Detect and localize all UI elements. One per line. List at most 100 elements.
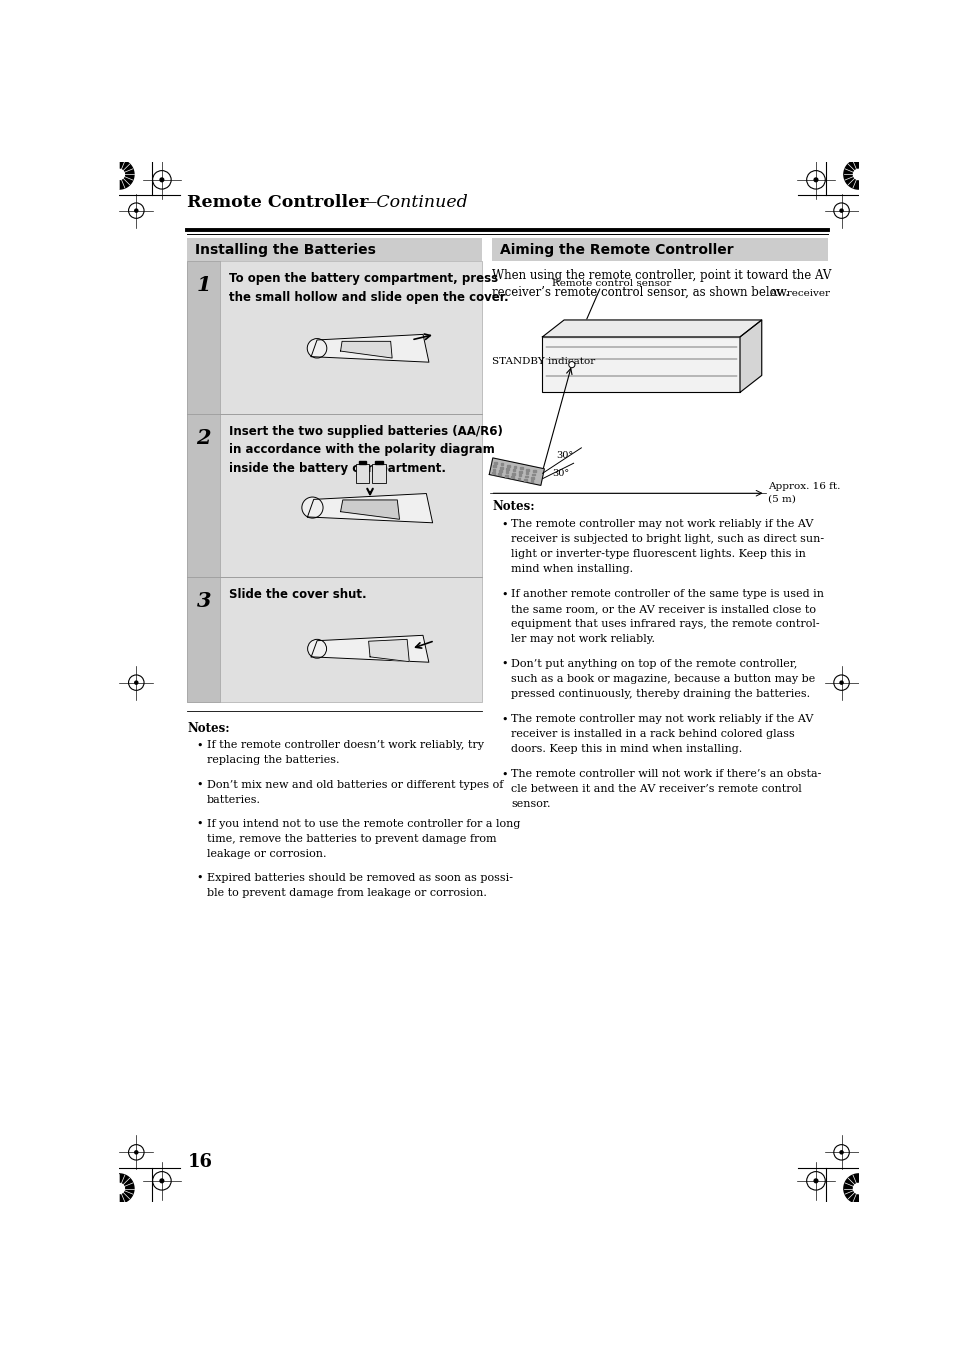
Text: Expired batteries should be removed as soon as possi-: Expired batteries should be removed as s… — [207, 873, 513, 884]
Circle shape — [160, 1179, 164, 1182]
Circle shape — [813, 1179, 817, 1182]
Text: doors. Keep this in mind when installing.: doors. Keep this in mind when installing… — [511, 744, 741, 754]
Bar — [187, 262, 220, 413]
Polygon shape — [311, 335, 429, 362]
Text: light or inverter-type fluorescent lights. Keep this in: light or inverter-type fluorescent light… — [511, 549, 805, 559]
Polygon shape — [843, 1174, 872, 1204]
Polygon shape — [114, 169, 124, 180]
Text: To open the battery compartment, press: To open the battery compartment, press — [229, 273, 497, 285]
Polygon shape — [340, 342, 392, 358]
Circle shape — [134, 681, 137, 684]
Text: inside the battery compartment.: inside the battery compartment. — [229, 462, 446, 474]
Text: STANDBY indicator: STANDBY indicator — [492, 358, 595, 366]
Text: When using the remote controller, point it toward the AV: When using the remote controller, point … — [492, 269, 830, 282]
Text: 3: 3 — [196, 590, 211, 611]
Text: Don’t put anything on top of the remote controller,: Don’t put anything on top of the remote … — [511, 659, 797, 669]
Bar — [542, 336, 740, 392]
Text: •: • — [196, 740, 203, 750]
Polygon shape — [105, 159, 133, 189]
Text: 30°: 30° — [556, 451, 573, 461]
Text: Installing the Batteries: Installing the Batteries — [195, 243, 375, 257]
Circle shape — [307, 639, 326, 658]
Text: receiver is installed in a rack behind colored glass: receiver is installed in a rack behind c… — [511, 730, 794, 739]
Bar — [530, 481, 533, 482]
Polygon shape — [489, 458, 544, 485]
Bar — [507, 465, 509, 466]
Circle shape — [134, 1151, 137, 1154]
Text: the small hollow and slide open the cover.: the small hollow and slide open the cove… — [229, 290, 508, 304]
Circle shape — [160, 178, 164, 181]
Text: •: • — [500, 715, 507, 724]
Text: Don’t mix new and old batteries or different types of: Don’t mix new and old batteries or diffe… — [207, 780, 502, 790]
Polygon shape — [853, 1183, 862, 1194]
FancyBboxPatch shape — [187, 238, 481, 262]
Bar — [526, 469, 529, 470]
Bar — [505, 471, 508, 473]
Bar — [523, 478, 526, 481]
Bar — [493, 465, 496, 467]
Text: The remote controller may not work reliably if the AV: The remote controller may not work relia… — [511, 715, 813, 724]
Text: ler may not work reliably.: ler may not work reliably. — [511, 634, 655, 643]
Bar — [518, 474, 520, 476]
Text: —Continued: —Continued — [359, 195, 468, 211]
Text: time, remove the batteries to prevent damage from: time, remove the batteries to prevent da… — [207, 834, 496, 844]
Text: (5 m): (5 m) — [767, 494, 795, 504]
Text: Slide the cover shut.: Slide the cover shut. — [229, 588, 367, 601]
Polygon shape — [843, 159, 872, 189]
Bar — [355, 465, 369, 482]
Bar — [512, 473, 515, 474]
Text: Notes:: Notes: — [492, 500, 534, 513]
Text: sensor.: sensor. — [511, 798, 550, 809]
Bar — [500, 463, 503, 465]
Text: Insert the two supplied batteries (AA/R6): Insert the two supplied batteries (AA/R6… — [229, 424, 502, 438]
Bar — [531, 477, 534, 478]
Text: receiver’s remote control sensor, as shown below.: receiver’s remote control sensor, as sho… — [492, 285, 788, 299]
Polygon shape — [740, 320, 760, 392]
Circle shape — [134, 209, 137, 212]
Bar — [375, 461, 382, 465]
Text: •: • — [500, 519, 507, 530]
Bar — [504, 474, 507, 477]
Bar — [533, 470, 535, 471]
Circle shape — [568, 362, 575, 367]
Text: ble to prevent damage from leakage or corrosion.: ble to prevent damage from leakage or co… — [207, 888, 486, 898]
Bar — [187, 577, 220, 703]
Circle shape — [307, 339, 327, 358]
Text: AV receiver: AV receiver — [769, 289, 830, 299]
Text: such as a book or magazine, because a button may be: such as a book or magazine, because a bu… — [511, 674, 815, 684]
Text: receiver is subjected to bright light, such as direct sun-: receiver is subjected to bright light, s… — [511, 534, 823, 544]
Bar — [506, 467, 509, 470]
Text: pressed continuously, thereby draining the batteries.: pressed continuously, thereby draining t… — [511, 689, 810, 698]
Text: Aiming the Remote Controller: Aiming the Remote Controller — [499, 243, 733, 257]
Text: •: • — [500, 770, 507, 780]
Polygon shape — [542, 320, 760, 336]
Text: 16: 16 — [187, 1154, 213, 1171]
Bar — [358, 461, 366, 465]
Text: The remote controller will not work if there’s an obsta-: The remote controller will not work if t… — [511, 770, 821, 780]
Text: If the remote controller doesn’t work reliably, try: If the remote controller doesn’t work re… — [207, 740, 483, 750]
Bar — [513, 469, 515, 471]
Text: Notes:: Notes: — [187, 721, 230, 735]
Circle shape — [840, 681, 842, 684]
Text: If you intend not to use the remote controller for a long: If you intend not to use the remote cont… — [207, 819, 519, 830]
Bar — [532, 473, 535, 476]
Bar — [497, 473, 500, 476]
Polygon shape — [307, 493, 432, 523]
Bar — [513, 466, 516, 467]
Bar — [499, 466, 502, 469]
Text: •: • — [196, 873, 203, 884]
Text: Remote Controller: Remote Controller — [187, 195, 369, 211]
Bar — [372, 465, 385, 482]
FancyBboxPatch shape — [492, 238, 827, 262]
Polygon shape — [340, 500, 399, 519]
Text: batteries.: batteries. — [207, 794, 260, 805]
Polygon shape — [311, 635, 429, 662]
Bar — [187, 413, 220, 577]
Text: •: • — [500, 589, 507, 600]
Circle shape — [301, 497, 323, 517]
Text: Approx. 16 ft.: Approx. 16 ft. — [767, 482, 840, 490]
Text: replacing the batteries.: replacing the batteries. — [207, 755, 339, 766]
Polygon shape — [105, 1174, 133, 1204]
Text: 30°: 30° — [552, 469, 568, 478]
Bar — [518, 470, 521, 473]
